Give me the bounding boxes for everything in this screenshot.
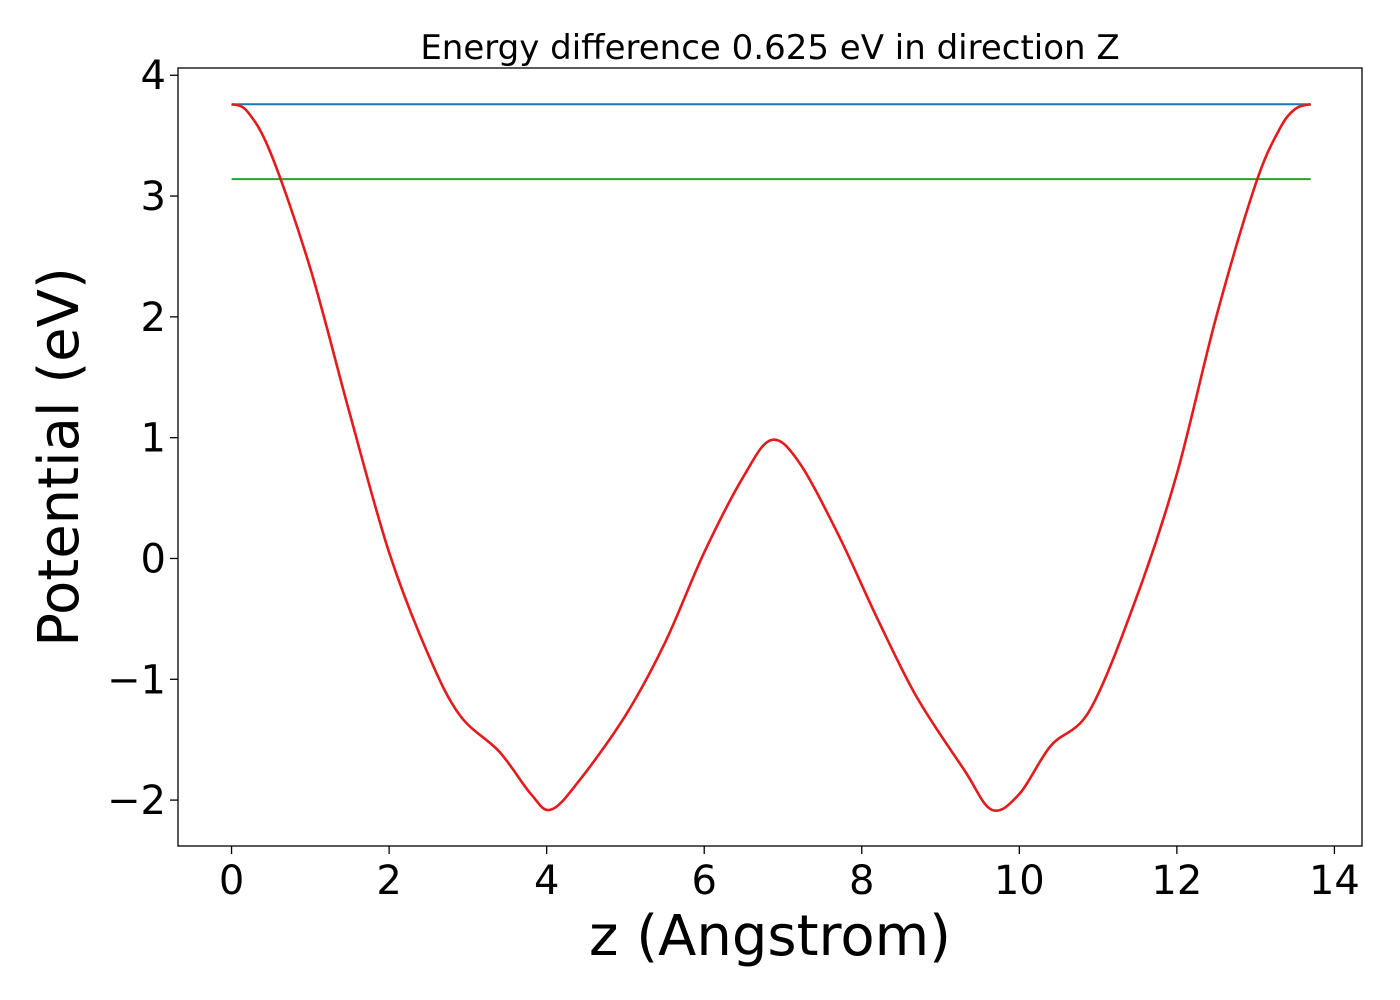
x-tick-label: 4 [534, 858, 559, 904]
y-tick-label: 2 [141, 295, 166, 341]
y-tick-label: −1 [107, 657, 166, 703]
y-axis: −2 −1 0 1 2 3 4 [107, 53, 178, 824]
y-tick-label: 4 [141, 53, 166, 99]
y-axis-label: Potential (eV) [27, 267, 92, 647]
plot-frame [177, 67, 1363, 847]
x-tick-label: 12 [1151, 858, 1202, 904]
x-tick-label: 10 [994, 858, 1045, 904]
x-tick-label: 2 [376, 858, 401, 904]
chart-title: Energy difference 0.625 eV in direction … [420, 28, 1119, 68]
x-tick-label: 8 [849, 858, 874, 904]
x-axis: 0 2 4 6 8 10 12 14 [219, 846, 1360, 904]
y-tick-label: −2 [107, 778, 166, 824]
series-line-0 [231, 102, 1312, 812]
x-tick-label: 6 [691, 858, 716, 904]
series-layer [231, 102, 1312, 812]
y-tick-label: 0 [141, 536, 166, 582]
x-tick-label: 0 [219, 858, 244, 904]
y-tick-label: 3 [141, 174, 166, 220]
y-tick-label: 1 [141, 416, 166, 462]
x-axis-label: z (Angstrom) [589, 904, 951, 969]
x-tick-label: 14 [1309, 858, 1360, 904]
